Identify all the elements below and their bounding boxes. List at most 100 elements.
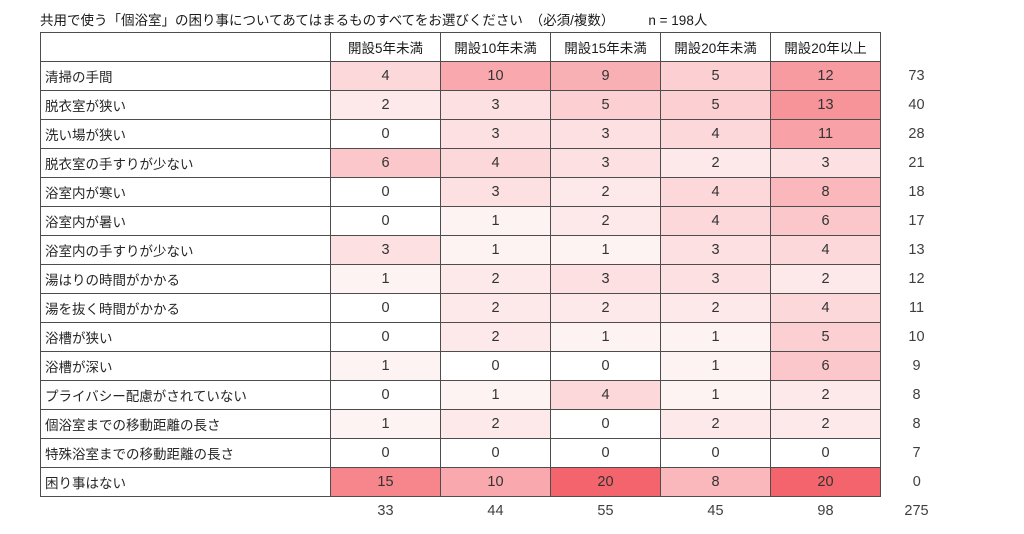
value-cell: 0 [330,119,441,149]
value-cell: 3 [550,264,661,294]
value-cell: 4 [660,119,771,149]
table-row: 脱衣室の手すりが少ない 6 4 3 2 3 21 [40,148,953,178]
row-total: 8 [880,380,953,410]
value-cell: 0 [330,438,441,468]
table-row: 浴槽が深い 1 0 0 1 6 9 [40,351,953,381]
row-total: 0 [880,467,953,497]
value-cell: 1 [660,380,771,410]
value-cell: 0 [330,380,441,410]
value-cell: 10 [440,467,551,497]
value-cell: 4 [660,177,771,207]
table-row: 個浴室までの移動距離の長さ 1 2 0 2 2 8 [40,409,953,439]
column-header: 開設10年未満 [440,32,551,62]
value-cell: 2 [440,409,551,439]
row-total: 12 [880,264,953,294]
value-cell: 8 [770,177,881,207]
table-row: 困り事はない 15 10 20 8 20 0 [40,467,953,497]
title-question: 共用で使う「個浴室」の困り事についてあてはまるものすべてをお選びください （必須… [40,13,615,28]
value-cell: 0 [330,177,441,207]
value-cell: 20 [770,467,881,497]
value-cell: 2 [660,148,771,178]
value-cell: 5 [770,322,881,352]
value-cell: 0 [550,351,661,381]
value-cell: 15 [330,467,441,497]
value-cell: 3 [770,148,881,178]
column-header: 開設5年未満 [330,32,441,62]
value-cell: 0 [330,206,441,236]
value-cell: 8 [660,467,771,497]
value-cell: 3 [440,119,551,149]
value-cell: 3 [660,264,771,294]
value-cell: 1 [660,351,771,381]
value-cell: 5 [550,90,661,120]
value-cell: 2 [660,409,771,439]
value-cell: 3 [440,90,551,120]
value-cell: 6 [330,148,441,178]
row-total: 17 [880,206,953,236]
table-header: 開設5年未満 開設10年未満 開設15年未満 開設20年未満 開設20年以上 [40,32,953,62]
row-total: 13 [880,235,953,265]
table-row: 浴室内が暑い 0 1 2 4 6 17 [40,206,953,236]
row-label: 湯を抜く時間がかかる [40,293,331,323]
row-label: 洗い場が狭い [40,119,331,149]
value-cell: 2 [770,380,881,410]
value-cell: 20 [550,467,661,497]
value-cell: 4 [330,61,441,91]
page-title: 共用で使う「個浴室」の困り事についてあてはまるものすべてをお選びください （必須… [40,9,707,29]
value-cell: 2 [440,322,551,352]
value-cell: 1 [330,264,441,294]
row-label: 湯はりの時間がかかる [40,264,331,294]
table-row: 浴室内の手すりが少ない 3 1 1 3 4 13 [40,235,953,265]
title-sample-size: n = 198人 [648,13,708,28]
value-cell: 3 [550,148,661,178]
table-row: 浴室内が寒い 0 3 2 4 8 18 [40,177,953,207]
value-cell: 1 [330,351,441,381]
column-total: 98 [770,496,881,526]
value-cell: 4 [550,380,661,410]
value-cell: 2 [440,264,551,294]
table-body: 清掃の手間 4 10 9 5 12 73 脱衣室が狭い 2 3 5 5 13 40 洗い場が狭い 0 3 3 4 11… [40,61,953,526]
row-label: 困り事はない [40,467,331,497]
value-cell: 0 [660,438,771,468]
value-cell: 10 [440,61,551,91]
row-label: 脱衣室が狭い [40,90,331,120]
table-row: 浴槽が狭い 0 2 1 1 5 10 [40,322,953,352]
row-total: 8 [880,409,953,439]
value-cell: 0 [330,293,441,323]
table-row: プライバシー配慮がされていない 0 1 4 1 2 8 [40,380,953,410]
row-label: 浴室内が寒い [40,177,331,207]
header-row: 開設5年未満 開設10年未満 開設15年未満 開設20年未満 開設20年以上 [40,32,953,62]
value-cell: 11 [770,119,881,149]
table-row: 脱衣室が狭い 2 3 5 5 13 40 [40,90,953,120]
row-total: 73 [880,61,953,91]
value-cell: 4 [660,206,771,236]
value-cell: 1 [440,206,551,236]
value-cell: 1 [660,322,771,352]
column-header: 開設15年未満 [550,32,661,62]
value-cell: 6 [770,206,881,236]
column-header: 開設20年以上 [770,32,881,62]
value-cell: 3 [440,177,551,207]
row-total: 28 [880,119,953,149]
value-cell: 0 [770,438,881,468]
table-row: 洗い場が狭い 0 3 3 4 11 28 [40,119,953,149]
column-totals-row: 33 44 55 45 98 275 [40,496,953,526]
row-total: 21 [880,148,953,178]
value-cell: 4 [770,293,881,323]
column-header: 開設20年未満 [660,32,771,62]
row-total: 10 [880,322,953,352]
value-cell: 9 [550,61,661,91]
value-cell: 4 [770,235,881,265]
row-total: 40 [880,90,953,120]
row-label: 浴槽が狭い [40,322,331,352]
value-cell: 5 [660,61,771,91]
row-label: 浴室内が暑い [40,206,331,236]
totals-row-spacer [40,496,331,526]
value-cell: 2 [440,293,551,323]
value-cell: 2 [770,409,881,439]
value-cell: 12 [770,61,881,91]
value-cell: 2 [550,206,661,236]
value-cell: 5 [660,90,771,120]
value-cell: 1 [550,322,661,352]
